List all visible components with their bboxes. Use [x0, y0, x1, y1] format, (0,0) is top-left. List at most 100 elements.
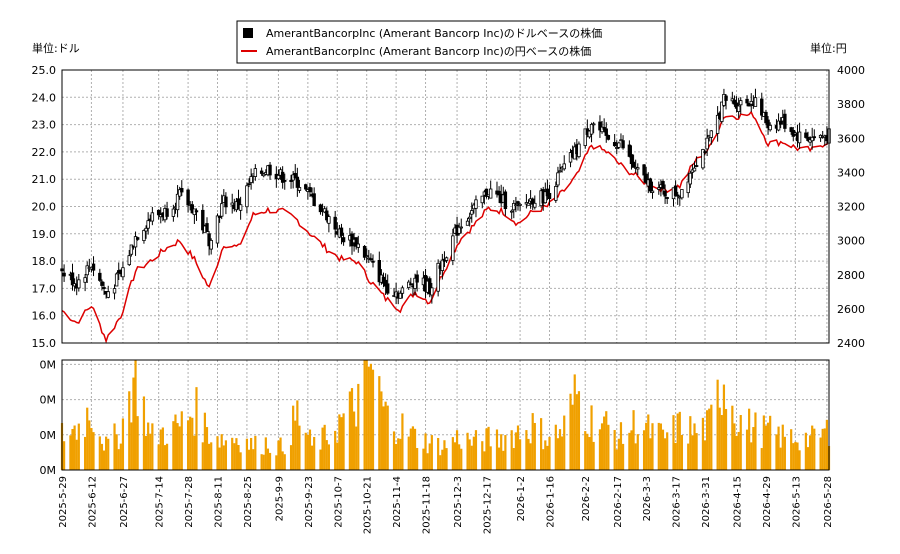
candle-body: [686, 181, 690, 194]
x-tick-label: 2026-5-13: [791, 476, 802, 528]
volume-bar: [233, 443, 236, 470]
volume-bar: [661, 429, 665, 470]
candle-body: [98, 272, 102, 281]
volume-bar: [102, 450, 106, 470]
x-tick-label: 2025-7-14: [155, 476, 166, 528]
legend: AmerantBancorpInc (Amerant Bancorp Inc)の…: [236, 20, 666, 64]
candle-body: [100, 281, 104, 286]
candle-body: [177, 189, 182, 197]
volume-bar: [224, 440, 228, 470]
volume-bar: [205, 427, 209, 470]
volume-bar: [426, 453, 429, 470]
candle-body: [766, 119, 770, 129]
volume-bar: [254, 435, 257, 470]
volume-bar: [128, 391, 131, 470]
volume-bar: [561, 436, 564, 470]
candle-body: [165, 208, 169, 217]
candle-body: [467, 216, 472, 220]
volume-bar: [445, 448, 448, 470]
x-tick-label: 2026-1-2: [516, 476, 527, 521]
volume-bar: [745, 429, 749, 470]
x-tick-label: 2026-2-2: [581, 476, 592, 521]
volume-bar: [674, 442, 677, 470]
candle-body: [514, 204, 518, 207]
candle-body: [205, 223, 209, 233]
volume-bar: [632, 410, 635, 470]
volume-bar: [792, 443, 795, 470]
volume-bar: [294, 420, 297, 470]
volume-bar: [689, 416, 692, 470]
volume-bar: [531, 413, 534, 470]
volume-bar: [296, 400, 299, 470]
candle-body: [333, 216, 337, 230]
volume-bar: [636, 434, 639, 470]
volume-bar: [573, 374, 576, 470]
volume-bar: [657, 422, 660, 470]
volume-bar: [395, 444, 398, 470]
volume-bar: [336, 442, 339, 470]
volume-bar: [384, 401, 387, 470]
candle-body: [694, 165, 699, 167]
volume-bar: [327, 444, 330, 470]
candle-body: [91, 263, 96, 271]
volume-bar: [777, 426, 780, 470]
volume-bar: [178, 426, 181, 470]
volume-bar: [382, 406, 385, 470]
volume-bar: [195, 387, 198, 470]
volume-bar: [69, 435, 72, 470]
volume-bar: [502, 450, 505, 470]
volume-bar: [77, 423, 80, 470]
volume-bar: [701, 417, 705, 470]
volume-bar: [107, 438, 110, 470]
volume-bar: [130, 422, 133, 470]
candle-body: [503, 191, 508, 210]
volume-bar: [724, 408, 728, 470]
volume-bar: [334, 430, 337, 470]
candle-body: [736, 105, 741, 112]
candle-body: [459, 226, 463, 229]
volume-bar: [607, 424, 610, 470]
volume-bar: [369, 363, 373, 470]
volume-bar: [159, 429, 162, 470]
volume-bar: [571, 404, 574, 470]
volume-bar: [430, 435, 433, 470]
volume-bar: [680, 434, 684, 470]
candle-body: [236, 198, 241, 210]
right-tick-label: 3600: [837, 132, 865, 145]
volume-bar: [289, 445, 293, 470]
volume-tick-label: 0M: [40, 429, 57, 442]
candle-body: [180, 188, 184, 193]
volume-bar: [157, 444, 160, 470]
volume-bar: [275, 455, 278, 470]
candle-body: [661, 181, 665, 189]
volume-bar: [424, 433, 427, 470]
volume-bar: [247, 449, 251, 470]
volume-bar: [439, 455, 442, 470]
volume-bar: [90, 428, 93, 470]
volume-bar: [191, 417, 194, 470]
volume-bar: [220, 434, 223, 470]
candle-body: [224, 196, 228, 208]
candle-body: [85, 265, 89, 276]
candle-body: [778, 121, 783, 125]
volume-bar: [84, 436, 87, 470]
volume-bar: [142, 396, 146, 470]
candle-body: [142, 230, 146, 241]
volume-bar: [386, 405, 389, 470]
volume-tick-label: 0M: [40, 394, 57, 407]
volume-bar: [313, 436, 316, 470]
candle-body: [627, 144, 632, 157]
volume-bar: [779, 447, 782, 470]
candle-body: [247, 183, 251, 186]
candle-body: [692, 167, 697, 172]
right-tick-label: 3800: [837, 98, 865, 111]
volume-bar: [63, 441, 66, 470]
volume-bar: [529, 443, 532, 470]
volume-bar: [710, 404, 713, 470]
candle-body: [276, 175, 281, 180]
volume-bar: [750, 442, 753, 470]
volume-bar: [739, 415, 742, 470]
volume-bar: [310, 445, 314, 470]
candle-body: [753, 97, 758, 107]
